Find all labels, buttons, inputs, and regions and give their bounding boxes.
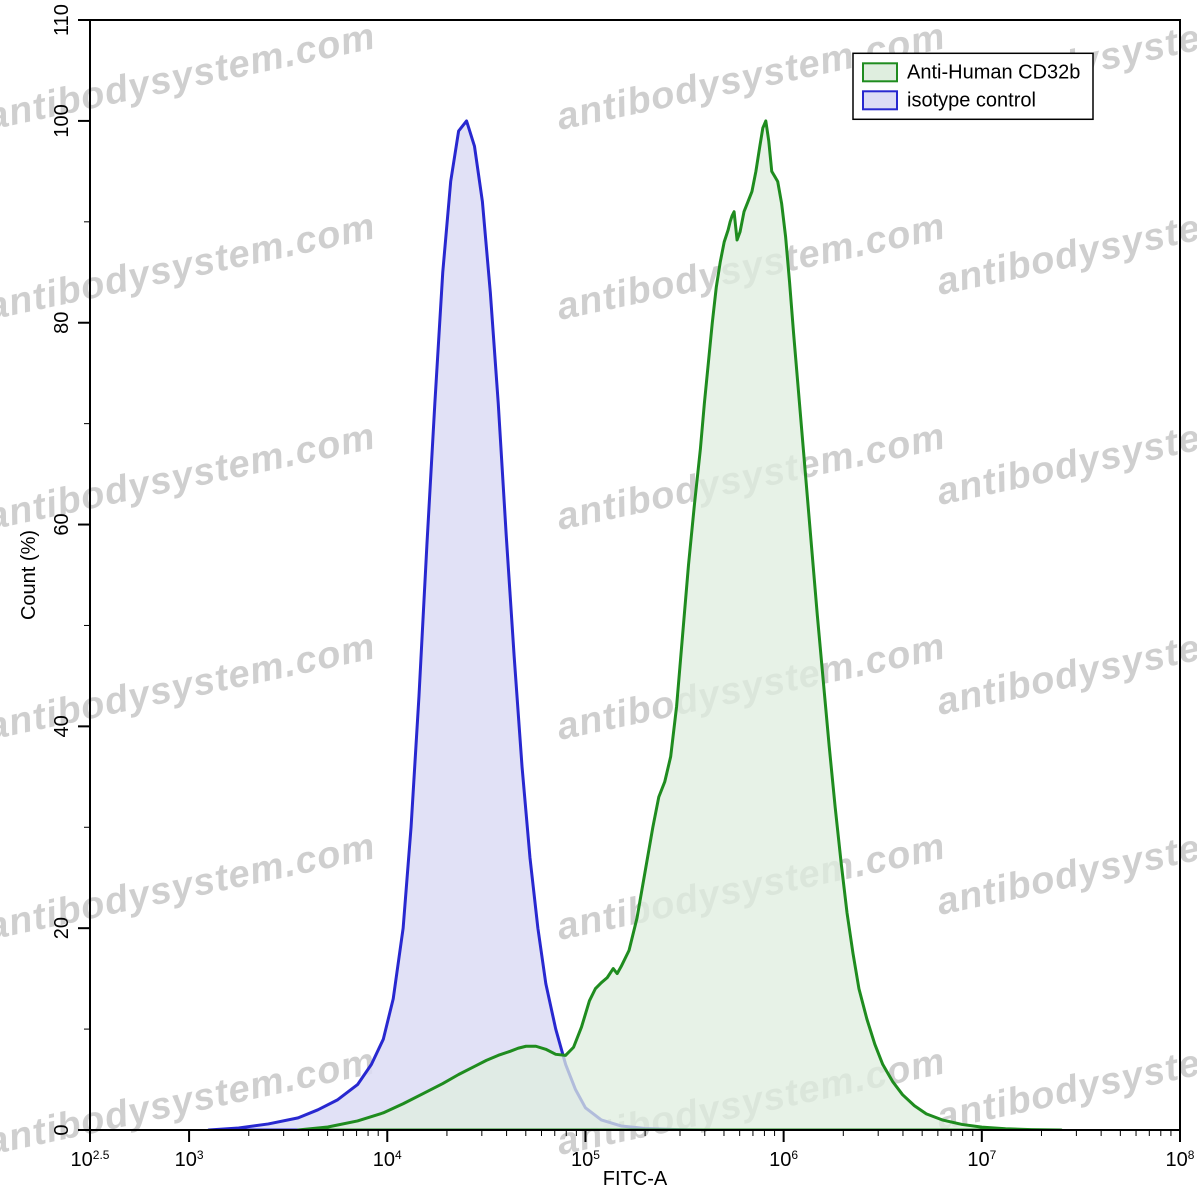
y-tick-label: 20 bbox=[51, 917, 73, 939]
legend-label: Anti-Human CD32b bbox=[907, 61, 1080, 83]
legend-swatch bbox=[863, 63, 897, 81]
chart-svg: antibodysystem.comantibodysystem.comanti… bbox=[0, 0, 1197, 1193]
y-axis-label: Count (%) bbox=[18, 530, 40, 620]
y-tick-label: 80 bbox=[51, 312, 73, 334]
y-tick-label: 0 bbox=[51, 1124, 73, 1135]
y-tick-label: 40 bbox=[51, 715, 73, 737]
y-tick-label: 110 bbox=[51, 4, 73, 36]
legend-swatch bbox=[863, 91, 897, 109]
y-tick-label: 100 bbox=[51, 104, 73, 137]
flow-cytometry-histogram: antibodysystem.comantibodysystem.comanti… bbox=[0, 0, 1197, 1193]
y-tick-label: 60 bbox=[51, 513, 73, 535]
x-axis-label: FITC-A bbox=[603, 1168, 668, 1190]
legend-label: isotype control bbox=[907, 89, 1036, 111]
